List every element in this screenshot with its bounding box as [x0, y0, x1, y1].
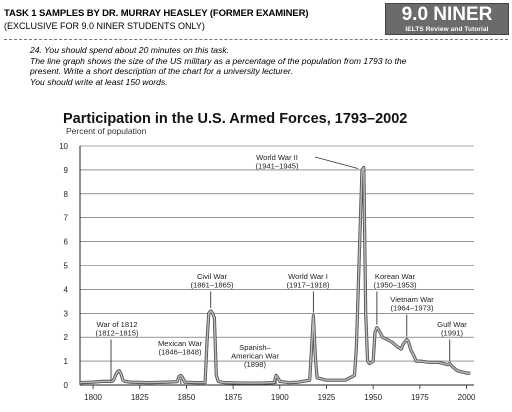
annotation-label-1-line-1: Civil War [197, 272, 228, 281]
annotation-label-4-line-1: Vietnam War [390, 295, 434, 304]
x-tick-label-1875: 1875 [224, 393, 242, 402]
annotation-label-4-line-2: (1964–1973) [390, 304, 434, 313]
annotation-label-6-line-2: (1846–1848) [158, 348, 202, 357]
annotation-label-3-line-2: (1950–1953) [373, 281, 417, 290]
y-tick-label-5: 5 [64, 262, 69, 271]
annotation-label-7-line-1: Spanish– [239, 343, 271, 352]
x-tick-label-1950: 1950 [364, 393, 382, 402]
y-tick-label-2: 2 [64, 333, 69, 342]
annotation-label-3-line-1: Korean War [375, 272, 416, 281]
annotation-label-1-line-2: (1861–1865) [190, 281, 234, 290]
chart-title: Participation in the U.S. Armed Forces, … [63, 111, 407, 127]
task-line-3: present. Write a short description of th… [30, 66, 293, 77]
x-tick-label-1850: 1850 [178, 393, 196, 402]
x-tick-label-1825: 1825 [131, 393, 149, 402]
task-line-2: The line graph shows the size of the US … [30, 55, 407, 66]
annotation-label-7-line-3: (1898) [244, 360, 266, 369]
x-tick-label-1900: 1900 [271, 393, 289, 402]
annotation-label-5-line-1: War of 1812 [96, 320, 137, 329]
annotation-label-0-line-2: (1941–1945) [255, 162, 299, 171]
page-header-title: TASK 1 SAMPLES BY DR. MURRAY HEASLEY (FO… [4, 8, 309, 19]
series-line-0 [79, 166, 471, 384]
y-tick-label-10: 10 [59, 142, 68, 151]
task-line-4: You should write at least 150 words. [30, 76, 168, 87]
x-tick-label-1925: 1925 [318, 393, 336, 402]
annotation-label-2-line-2: (1917–1918) [286, 281, 330, 290]
page-header-subtitle: (EXCLUSIVE FOR 9.0 NINER STUDENTS ONLY) [4, 21, 205, 31]
y-tick-label-6: 6 [64, 238, 69, 247]
annotation-label-5-line-2: (1812–1815) [95, 329, 139, 338]
y-tick-label-3: 3 [64, 309, 69, 318]
task-line-1: 24. You should spend about 20 minutes on… [30, 45, 230, 55]
chart-y-label: Percent of population [66, 126, 147, 136]
annotation-label-8-line-2: (1991) [441, 329, 463, 338]
niner-logo: 9.0 NINER IELTS Review and Tutorial [385, 3, 509, 35]
y-tick-label-9: 9 [64, 166, 69, 175]
annotation-label-8-line-1: Gulf War [437, 320, 467, 329]
annotation-leader-0 [314, 156, 359, 169]
annotation-label-6-line-1: Mexican War [158, 339, 202, 348]
y-tick-label-1: 1 [64, 357, 69, 366]
x-tick-label-2000: 2000 [458, 393, 476, 402]
logo-sub-text: IELTS Review and Tutorial [405, 26, 489, 33]
y-tick-label-4: 4 [64, 285, 69, 294]
x-tick-label-1975: 1975 [411, 393, 429, 402]
logo-main-text: 9.0 NINER [401, 4, 493, 25]
x-tick-label-1800: 1800 [84, 393, 102, 402]
annotation-label-0-line-1: World War II [256, 153, 298, 162]
annotation-label-7-line-2: American War [231, 352, 279, 361]
dashed-divider [4, 39, 508, 40]
y-tick-label-0: 0 [64, 381, 69, 390]
annotation-label-2-line-1: World War I [288, 272, 328, 281]
y-tick-label-8: 8 [64, 190, 69, 199]
y-tick-label-7: 7 [64, 214, 69, 223]
task-instructions: 24. You should spend about 20 minutes on… [30, 45, 500, 87]
